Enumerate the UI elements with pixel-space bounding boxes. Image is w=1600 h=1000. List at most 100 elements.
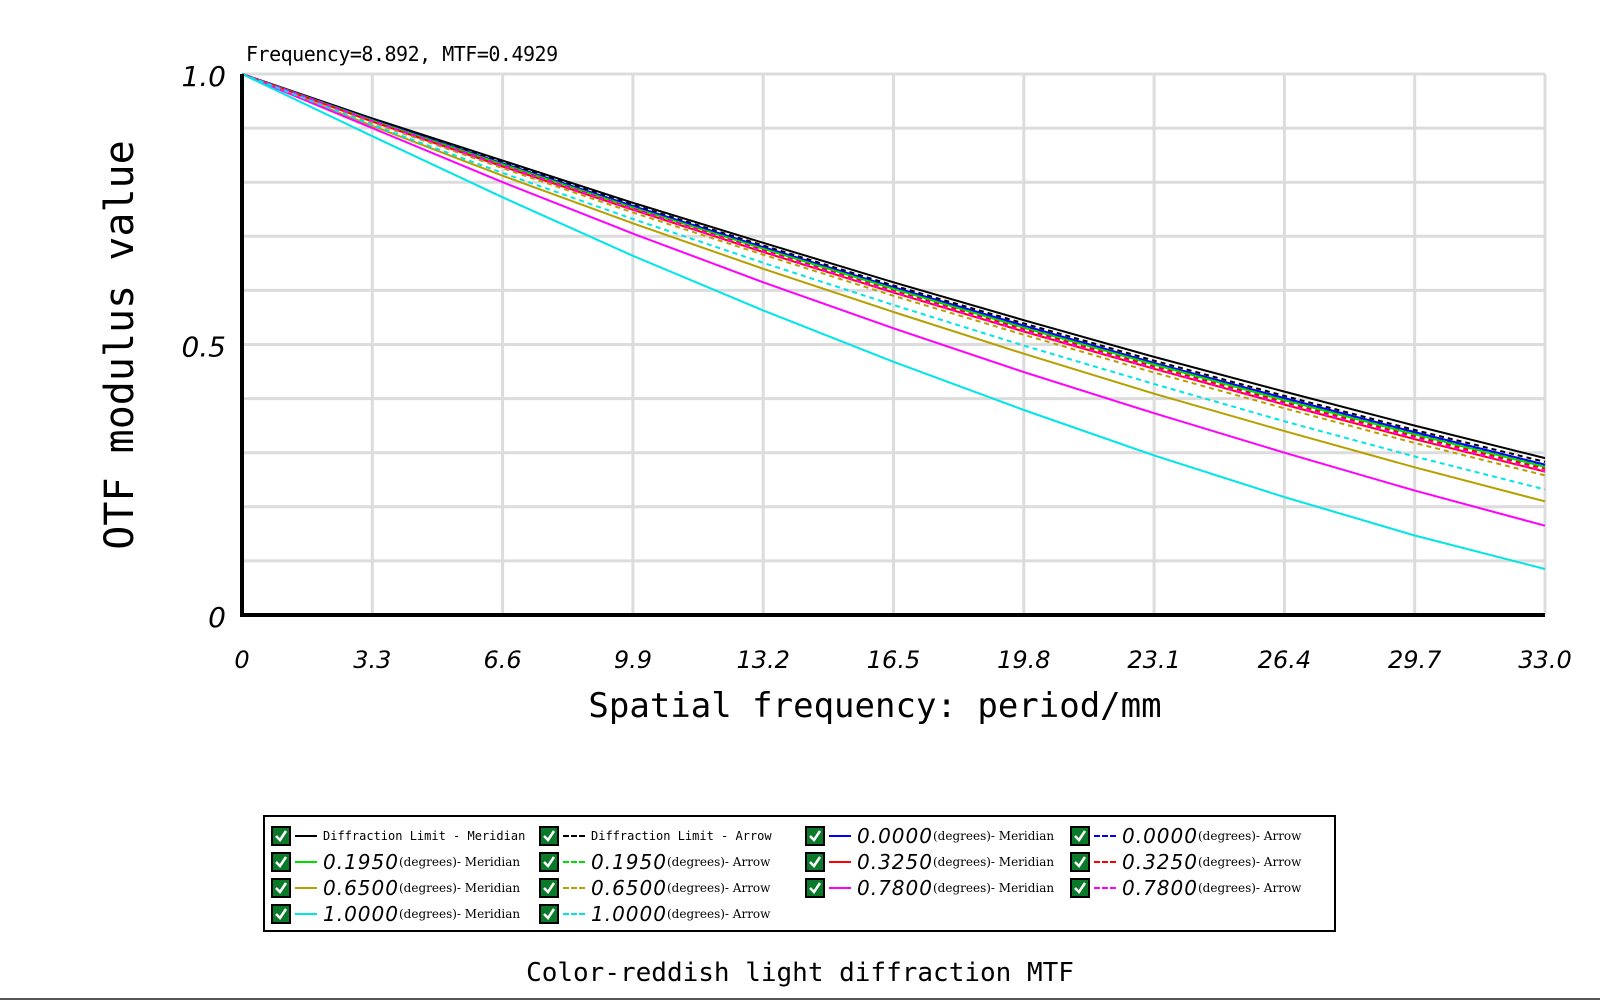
legend-label: - Meridian xyxy=(456,907,521,921)
legend-swatch xyxy=(295,887,317,889)
legend-swatch xyxy=(295,913,317,915)
series-line-10 xyxy=(241,73,1546,527)
checkbox-checked-icon[interactable] xyxy=(805,826,825,846)
legend-item[interactable]: 0.1950 (degrees) - Meridian xyxy=(271,849,539,875)
checkbox-checked-icon[interactable] xyxy=(271,904,291,924)
legend-field-unit: (degrees) xyxy=(1197,855,1256,869)
legend-field-value: 0.7800 xyxy=(1122,876,1198,900)
series-line-8 xyxy=(241,73,1546,503)
x-tick-label: 23.1 xyxy=(1127,646,1180,674)
legend-item[interactable]: 1.0000 (degrees) - Arrow xyxy=(539,901,805,927)
series-lines xyxy=(241,73,1546,570)
legend-swatch xyxy=(829,887,851,889)
legend-item[interactable]: 0.0000 (degrees) - Meridian xyxy=(805,823,1070,849)
series-line-13 xyxy=(241,73,1546,491)
legend-field-value: 0.3250 xyxy=(1122,850,1198,874)
legend-label: - Arrow xyxy=(724,855,771,869)
legend-swatch xyxy=(563,835,585,837)
axes xyxy=(240,74,1545,617)
legend-swatch xyxy=(1094,861,1116,863)
legend-swatch xyxy=(295,861,317,863)
y-axis-label: OTF modulus value xyxy=(97,140,143,549)
legend-item[interactable]: 0.7800 (degrees) - Meridian xyxy=(805,875,1070,901)
legend-item[interactable]: 0.1950 (degrees) - Arrow xyxy=(539,849,805,875)
series-line-7 xyxy=(241,73,1546,470)
legend-item[interactable]: Diffraction Limit - Meridian xyxy=(271,823,539,849)
legend-item[interactable]: 1.0000 (degrees) - Meridian xyxy=(271,901,539,927)
legend-swatch xyxy=(295,835,317,837)
legend-field-unit: (degrees) xyxy=(666,855,725,869)
checkbox-checked-icon[interactable] xyxy=(1070,878,1090,898)
legend-swatch xyxy=(1094,887,1116,889)
legend-label: - Meridian xyxy=(990,881,1055,895)
legend-label: - Arrow xyxy=(1255,881,1302,895)
checkbox-checked-icon[interactable] xyxy=(271,826,291,846)
legend-field-value: 1.0000 xyxy=(591,902,667,926)
legend-item[interactable]: Diffraction Limit - Arrow xyxy=(539,823,805,849)
chart-caption: Color-reddish light diffraction MTF xyxy=(526,958,1074,988)
checkbox-checked-icon[interactable] xyxy=(1070,826,1090,846)
legend-label: - Arrow xyxy=(1255,829,1302,843)
legend-item[interactable]: 0.6500 (degrees) - Meridian xyxy=(271,875,539,901)
x-tick-label: 9.9 xyxy=(614,646,652,674)
series-line-11 xyxy=(241,73,1546,473)
legend-swatch xyxy=(829,835,851,837)
x-tick-label: 19.8 xyxy=(997,646,1050,674)
series-line-0 xyxy=(241,73,1546,460)
grid xyxy=(242,72,1547,615)
legend-field-value: 0.6500 xyxy=(323,876,399,900)
checkbox-checked-icon[interactable] xyxy=(805,878,825,898)
legend-label: Diffraction Limit - Meridian xyxy=(323,829,526,843)
legend-swatch xyxy=(1094,835,1116,837)
checkbox-checked-icon[interactable] xyxy=(539,878,559,898)
legend-item[interactable]: 0.6500 (degrees) - Arrow xyxy=(539,875,805,901)
legend-field-unit: (degrees) xyxy=(932,829,991,843)
legend-label: - Arrow xyxy=(1255,855,1302,869)
cursor-readout: Frequency=8.892, MTF=0.4929 xyxy=(246,42,558,66)
legend-item[interactable]: 0.3250 (degrees) - Meridian xyxy=(805,849,1070,875)
legend-field-unit: (degrees) xyxy=(1197,829,1256,843)
x-tick-label: 3.3 xyxy=(353,646,391,674)
x-axis-label: Spatial frequency: period/mm xyxy=(588,686,1161,726)
legend-field-unit: (degrees) xyxy=(666,907,725,921)
mtf-chart: 0 3.3 6.6 9.9 13.2 16.5 19.8 23.1 26.4 29.7 33.0 0… xyxy=(97,60,1572,726)
checkbox-checked-icon[interactable] xyxy=(805,852,825,872)
legend-field-value: 0.0000 xyxy=(857,824,933,848)
legend-field-unit: (degrees) xyxy=(1197,881,1256,895)
y-tick-labels: 0 0.5 1.0 xyxy=(181,60,226,634)
legend-item[interactable]: 0.7800 (degrees) - Arrow xyxy=(1070,875,1338,901)
checkbox-checked-icon[interactable] xyxy=(271,878,291,898)
legend-item[interactable]: 0.0000 (degrees) - Arrow xyxy=(1070,823,1338,849)
legend-field-value: 1.0000 xyxy=(323,902,399,926)
legend-field-value: 0.0000 xyxy=(1122,824,1198,848)
legend-field-value: 0.1950 xyxy=(323,850,399,874)
legend-swatch xyxy=(563,887,585,889)
legend-label: - Arrow xyxy=(724,881,771,895)
x-tick-label: 33.0 xyxy=(1518,646,1571,674)
legend-field-unit: (degrees) xyxy=(666,881,725,895)
x-tick-labels: 0 3.3 6.6 9.9 13.2 16.5 19.8 23.1 26.4 29.7 33.0 xyxy=(234,646,1571,674)
x-tick-label: 29.7 xyxy=(1388,646,1442,674)
legend-field-unit: (degrees) xyxy=(398,881,457,895)
checkbox-checked-icon[interactable] xyxy=(539,852,559,872)
x-tick-label: 13.2 xyxy=(736,646,789,674)
legend-label: - Meridian xyxy=(456,881,521,895)
legend-swatch xyxy=(563,913,585,915)
legend-field-value: 0.1950 xyxy=(591,850,667,874)
legend-field-value: 0.6500 xyxy=(591,876,667,900)
legend-field-value: 0.3250 xyxy=(857,850,933,874)
legend-field-unit: (degrees) xyxy=(932,855,991,869)
y-tick-label: 0 xyxy=(208,601,226,634)
series-line-9 xyxy=(241,73,1546,477)
x-tick-label: 26.4 xyxy=(1258,646,1311,674)
legend-label: - Meridian xyxy=(990,855,1055,869)
legend-item[interactable]: 0.3250 (degrees) - Arrow xyxy=(1070,849,1338,875)
x-tick-label: 6.6 xyxy=(484,646,522,674)
legend-swatch xyxy=(563,861,585,863)
checkbox-checked-icon[interactable] xyxy=(1070,852,1090,872)
checkbox-checked-icon[interactable] xyxy=(271,852,291,872)
checkbox-checked-icon[interactable] xyxy=(539,904,559,924)
legend-label: - Meridian xyxy=(990,829,1055,843)
legend-field-unit: (degrees) xyxy=(398,907,457,921)
checkbox-checked-icon[interactable] xyxy=(539,826,559,846)
